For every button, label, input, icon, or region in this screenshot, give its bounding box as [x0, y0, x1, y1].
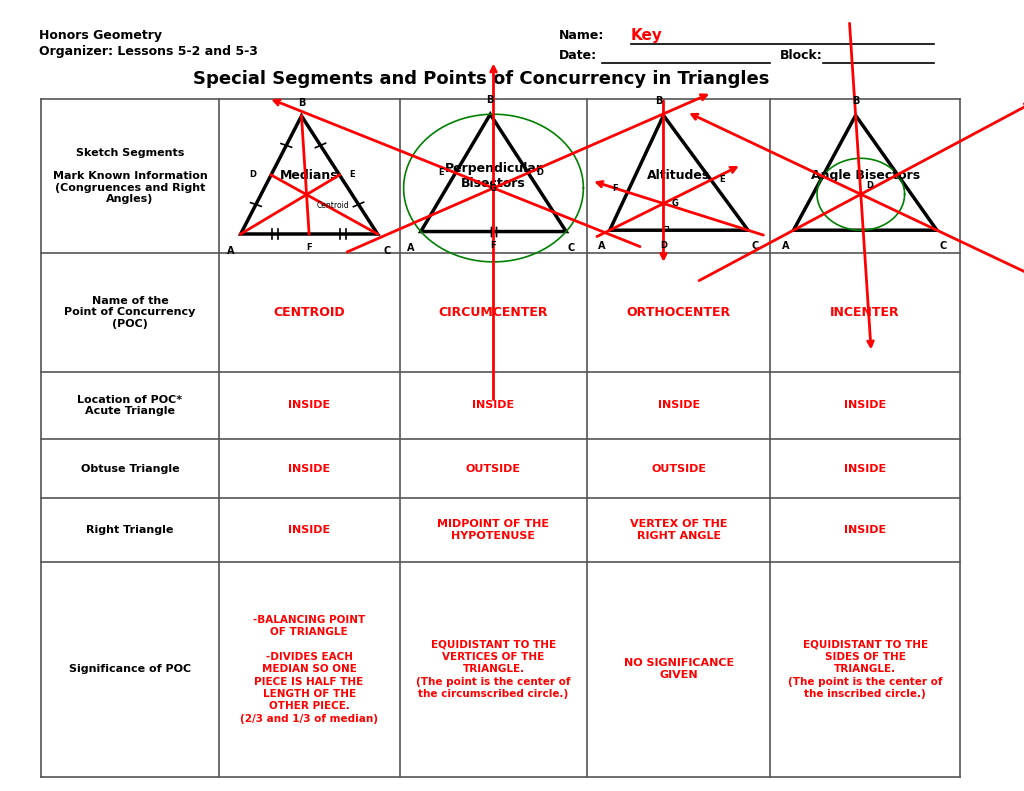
Text: G: G [671, 199, 678, 208]
Text: Sketch Segments

Mark Known Information
(Congruences and Right
Angles): Sketch Segments Mark Known Information (… [52, 148, 208, 204]
Text: INSIDE: INSIDE [288, 400, 330, 411]
Text: F: F [490, 241, 497, 250]
Text: EQUIDISTANT TO THE
VERTICES OF THE
TRIANGLE.
(The point is the center of
the cir: EQUIDISTANT TO THE VERTICES OF THE TRIAN… [416, 639, 570, 699]
Text: INSIDE: INSIDE [288, 525, 330, 535]
Text: Altitudes: Altitudes [647, 169, 711, 183]
Text: INSIDE: INSIDE [288, 464, 330, 474]
Text: INSIDE: INSIDE [844, 525, 886, 535]
Text: G: G [490, 184, 497, 192]
Text: MIDPOINT OF THE
HYPOTENUSE: MIDPOINT OF THE HYPOTENUSE [437, 519, 550, 541]
Text: A: A [598, 241, 606, 252]
Text: Special Segments and Points of Concurrency in Triangles: Special Segments and Points of Concurren… [194, 70, 770, 88]
Text: D: D [866, 181, 873, 191]
Text: E: E [720, 176, 725, 184]
Text: E: E [438, 168, 444, 177]
Text: VERTEX OF THE
RIGHT ANGLE: VERTEX OF THE RIGHT ANGLE [630, 519, 728, 541]
Text: INSIDE: INSIDE [472, 400, 514, 411]
Text: Location of POC*
Acute Triangle: Location of POC* Acute Triangle [78, 395, 182, 416]
Text: Block:: Block: [780, 49, 822, 62]
Text: Perpendicular
Bisectors: Perpendicular Bisectors [444, 162, 543, 190]
Text: Date:: Date: [558, 49, 597, 62]
Text: B: B [486, 95, 494, 104]
Text: D: D [660, 241, 667, 250]
Text: INSIDE: INSIDE [657, 400, 700, 411]
Text: NO SIGNIFICANCE
GIVEN: NO SIGNIFICANCE GIVEN [624, 658, 734, 680]
Text: F: F [612, 184, 617, 194]
Text: INSIDE: INSIDE [844, 464, 886, 474]
Text: INCENTER: INCENTER [830, 306, 900, 319]
Text: OUTSIDE: OUTSIDE [466, 464, 521, 474]
Text: C: C [384, 246, 391, 255]
Text: OUTSIDE: OUTSIDE [651, 464, 707, 474]
Text: B: B [655, 96, 663, 106]
Text: A: A [782, 241, 790, 252]
Text: Angle Bisectors: Angle Bisectors [811, 169, 920, 183]
Text: Name:: Name: [558, 29, 604, 42]
Text: Organizer: Lessons 5-2 and 5-3: Organizer: Lessons 5-2 and 5-3 [39, 45, 257, 58]
Text: Centroid: Centroid [316, 201, 349, 210]
Text: B: B [298, 98, 305, 108]
Text: A: A [227, 246, 234, 255]
Text: F: F [306, 244, 312, 252]
Text: C: C [940, 241, 947, 252]
Text: D: D [536, 168, 543, 177]
Text: EQUIDISTANT TO THE
SIDES OF THE
TRIANGLE.
(The point is the center of
the inscri: EQUIDISTANT TO THE SIDES OF THE TRIANGLE… [787, 639, 942, 699]
Text: Significance of POC: Significance of POC [69, 664, 191, 674]
Text: CIRCUMCENTER: CIRCUMCENTER [438, 306, 548, 319]
Text: CENTROID: CENTROID [273, 306, 345, 319]
Text: Obtuse Triangle: Obtuse Triangle [81, 464, 179, 474]
Text: Right Triangle: Right Triangle [86, 525, 174, 535]
Text: INSIDE: INSIDE [844, 400, 886, 411]
Text: A: A [408, 244, 415, 253]
Text: C: C [567, 244, 574, 253]
Text: Honors Geometry: Honors Geometry [39, 29, 162, 42]
Text: D: D [250, 170, 257, 180]
Text: C: C [752, 241, 759, 252]
Text: Name of the
Point of Concurrency
(POC): Name of the Point of Concurrency (POC) [65, 296, 196, 329]
Text: ORTHOCENTER: ORTHOCENTER [627, 306, 731, 319]
Text: Medians: Medians [280, 169, 338, 183]
Text: B: B [852, 96, 859, 106]
Text: -BALANCING POINT
OF TRIANGLE

-DIVIDES EACH
MEDIAN SO ONE
PIECE IS HALF THE
LENG: -BALANCING POINT OF TRIANGLE -DIVIDES EA… [240, 615, 378, 724]
Text: E: E [349, 170, 354, 180]
Text: Key: Key [631, 28, 663, 43]
